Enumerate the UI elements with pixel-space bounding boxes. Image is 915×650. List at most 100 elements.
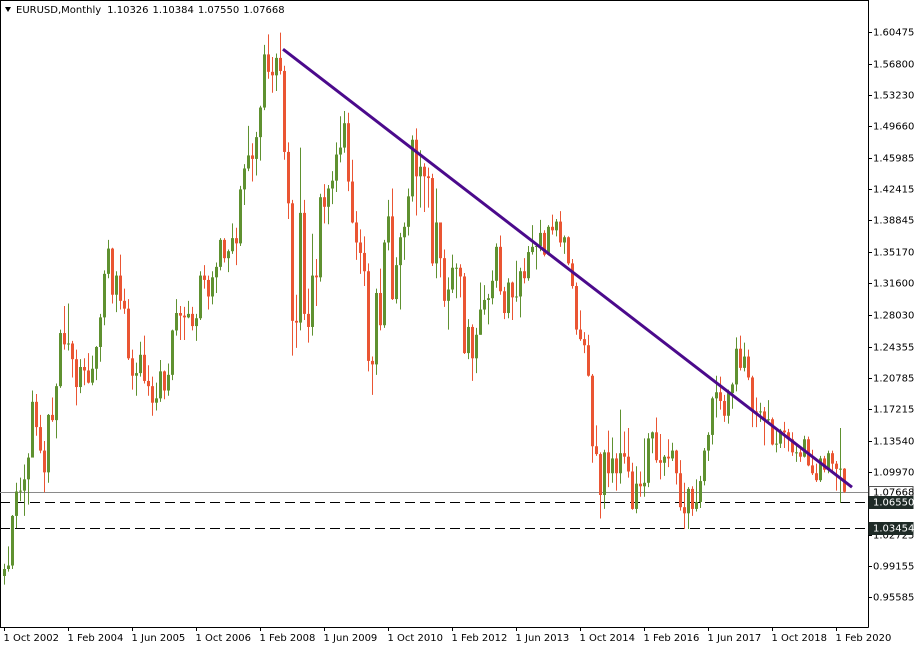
candle-body: [303, 212, 306, 314]
candle-body: [503, 291, 506, 314]
candle-body: [703, 450, 706, 482]
candle-body: [795, 452, 798, 454]
candle-body: [255, 137, 258, 159]
candle-body: [143, 354, 146, 381]
price-level-label: 1.03454: [873, 524, 914, 535]
candle-body: [483, 299, 486, 310]
candle-body: [267, 54, 270, 72]
candle-body: [435, 222, 438, 264]
candle-body: [259, 107, 262, 138]
candle-body: [279, 57, 282, 71]
header-low: 1.07550: [198, 5, 239, 16]
candle-body: [671, 450, 674, 459]
candle-body: [63, 333, 66, 345]
candle-body: [323, 197, 326, 207]
candle-body: [595, 446, 598, 455]
candle-body: [243, 168, 246, 190]
candle-body: [487, 298, 490, 300]
candle-body: [35, 401, 38, 428]
candle-body: [87, 370, 90, 383]
candle-body: [383, 242, 386, 326]
candle-body: [131, 358, 134, 376]
candle-body: [491, 280, 494, 299]
candle-body: [299, 212, 302, 323]
candle-body: [439, 222, 442, 259]
candle-body: [515, 296, 518, 298]
x-tick-label: 1 Feb 2016: [644, 633, 700, 644]
candle-body: [563, 237, 566, 243]
y-tick-label: 1.38845: [873, 216, 914, 227]
candle-body: [707, 434, 710, 451]
y-tick-label: 0.95585: [873, 593, 914, 604]
candle-body: [359, 242, 362, 253]
candle-body: [527, 252, 530, 279]
candle-body: [687, 488, 690, 514]
candle-body: [727, 393, 730, 416]
candle-body: [531, 246, 534, 253]
candle-body: [47, 414, 50, 473]
y-tick-label: 1.28030: [873, 311, 914, 322]
candle-body: [543, 232, 546, 255]
candle-body: [743, 356, 746, 368]
candle-body: [747, 356, 750, 378]
candle-body: [479, 309, 482, 335]
x-tick-label: 1 Oct 2014: [580, 633, 635, 644]
candle-body: [775, 443, 778, 445]
candle-body: [283, 70, 286, 152]
candle-body: [379, 292, 382, 326]
candle-body: [411, 139, 414, 197]
candle-body: [767, 419, 770, 421]
candle-body: [827, 453, 830, 470]
candle-body: [387, 216, 390, 243]
candle-body: [315, 275, 318, 278]
chart-header: EURUSD,Monthly 1.10326 1.10384 1.07550 1.076…: [16, 5, 285, 16]
candle-body: [599, 454, 602, 495]
candle-body: [95, 346, 98, 369]
x-tick-label: 1 Feb 2004: [68, 633, 124, 644]
candle-body: [399, 237, 402, 266]
candle-body: [607, 452, 610, 474]
candle-body: [459, 267, 462, 277]
candle-body: [375, 292, 378, 365]
candle-body: [295, 320, 298, 323]
x-tick-label: 1 Jun 2005: [132, 633, 186, 644]
candle-body: [103, 273, 106, 318]
candle-body: [567, 237, 570, 264]
candle-body: [203, 275, 206, 280]
candle-body: [811, 465, 814, 474]
candle-body: [815, 473, 818, 481]
candle-body: [683, 507, 686, 514]
candle-body: [571, 263, 574, 287]
candle-body: [431, 178, 434, 264]
candle-body: [239, 189, 242, 244]
y-tick-label: 1.56800: [873, 60, 914, 71]
candle-body: [823, 458, 826, 470]
candle-body: [179, 313, 182, 316]
candle-body: [19, 490, 22, 492]
candle-body: [363, 252, 366, 272]
candle-body: [839, 468, 842, 470]
candle-body: [495, 246, 498, 281]
y-tick-label: 0.99155: [873, 562, 914, 573]
candle-body: [819, 458, 822, 481]
candle-body: [215, 266, 218, 278]
candle-body: [451, 267, 454, 290]
x-tick-label: 1 Jun 2009: [324, 633, 378, 644]
candle-body: [443, 258, 446, 301]
candle-body: [59, 333, 62, 387]
candle-body: [367, 271, 370, 361]
candle-body: [119, 275, 122, 301]
candle-body: [247, 155, 250, 169]
x-tick-label: 1 Feb 2008: [260, 633, 316, 644]
candle-body: [311, 275, 314, 327]
candle-body: [723, 400, 726, 416]
candle-body: [211, 277, 214, 297]
candle-body: [627, 456, 630, 472]
x-tick-label: 1 Feb 2020: [836, 633, 892, 644]
candle-body: [3, 569, 6, 576]
candle-body: [735, 348, 738, 385]
candle-body: [763, 411, 766, 420]
symbol: EURUSD,Monthly: [16, 5, 101, 16]
candle-body: [191, 313, 194, 327]
